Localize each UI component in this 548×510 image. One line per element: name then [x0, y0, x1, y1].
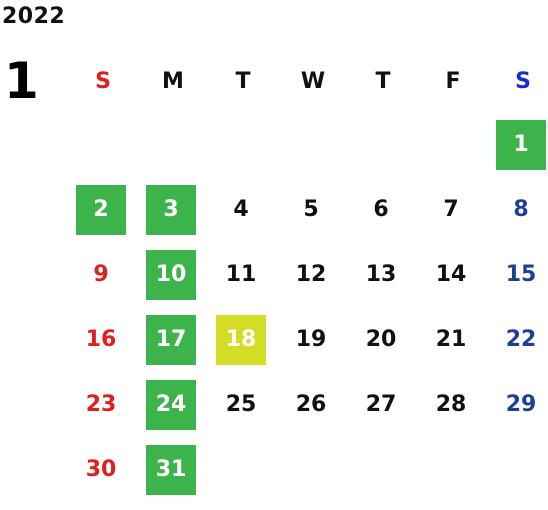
weekday-monday: M — [162, 69, 184, 94]
weekday-sunday: S — [95, 69, 111, 94]
weekday-friday: F — [445, 69, 461, 94]
day-cell-29[interactable]: 29 — [505, 392, 537, 417]
day-cell-3[interactable]: 3 — [146, 185, 196, 235]
day-cell-15[interactable]: 15 — [505, 262, 537, 287]
day-cell-25[interactable]: 25 — [225, 392, 257, 417]
day-cell-27[interactable]: 27 — [365, 392, 397, 417]
day-cell-14[interactable]: 14 — [435, 262, 467, 287]
weekday-wednesday: W — [300, 69, 326, 94]
weekday-tuesday: T — [235, 69, 251, 94]
calendar-year: 2022 — [2, 4, 66, 29]
day-grid: 1 2 3 4 5 6 7 8 9 10 11 12 13 14 15 16 17 18 19 20 21 22 23 24 2… — [68, 120, 548, 510]
day-cell-28[interactable]: 28 — [435, 392, 467, 417]
day-cell-5[interactable]: 5 — [303, 197, 319, 222]
day-cell-30[interactable]: 30 — [85, 457, 117, 482]
weekday-thursday: T — [375, 69, 391, 94]
day-cell-31[interactable]: 31 — [146, 445, 196, 495]
weekday-header: S M T W T F S — [68, 62, 548, 102]
day-cell-2[interactable]: 2 — [76, 185, 126, 235]
day-cell-17[interactable]: 17 — [146, 315, 196, 365]
day-cell-13[interactable]: 13 — [365, 262, 397, 287]
day-cell-12[interactable]: 12 — [295, 262, 327, 287]
day-cell-7[interactable]: 7 — [443, 197, 459, 222]
day-cell-11[interactable]: 11 — [225, 262, 257, 287]
day-cell-19[interactable]: 19 — [295, 327, 327, 352]
day-cell-10[interactable]: 10 — [146, 250, 196, 300]
day-cell-1[interactable]: 1 — [496, 120, 546, 170]
day-cell-18[interactable]: 18 — [216, 315, 266, 365]
day-cell-20[interactable]: 20 — [365, 327, 397, 352]
day-cell-23[interactable]: 23 — [85, 392, 117, 417]
day-cell-24[interactable]: 24 — [146, 380, 196, 430]
day-cell-16[interactable]: 16 — [85, 327, 117, 352]
day-cell-9[interactable]: 9 — [93, 262, 109, 287]
day-cell-4[interactable]: 4 — [233, 197, 249, 222]
calendar-month: 1 — [4, 52, 39, 110]
day-cell-6[interactable]: 6 — [373, 197, 389, 222]
weekday-saturday: S — [515, 69, 531, 94]
day-cell-21[interactable]: 21 — [435, 327, 467, 352]
day-cell-22[interactable]: 22 — [505, 327, 537, 352]
day-cell-26[interactable]: 26 — [295, 392, 327, 417]
day-cell-8[interactable]: 8 — [513, 197, 529, 222]
